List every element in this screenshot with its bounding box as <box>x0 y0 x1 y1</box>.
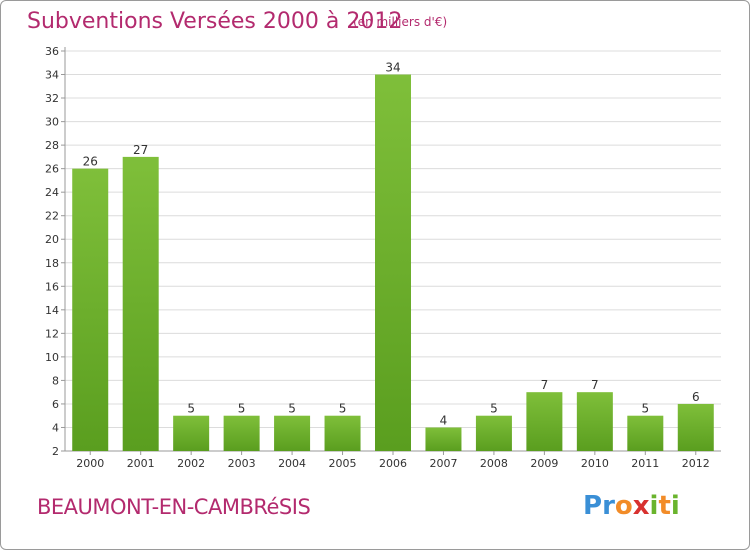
y-tick-label: 24 <box>45 186 59 199</box>
y-tick-label: 32 <box>45 92 59 105</box>
y-tick-label: 10 <box>45 351 59 364</box>
bar <box>72 168 109 451</box>
x-tick-label: 2009 <box>530 457 558 470</box>
x-tick-label: 2007 <box>429 457 457 470</box>
y-tick-label: 20 <box>45 233 59 246</box>
commune-name: BEAUMONT-EN-CAMBRéSIS <box>37 495 311 519</box>
y-tick-label: 12 <box>45 327 59 340</box>
y-tick-label: 30 <box>45 116 59 129</box>
data-label: 4 <box>440 413 448 427</box>
proxiti-logo[interactable]: Proxiti <box>583 491 680 521</box>
y-tick-label: 16 <box>45 280 59 293</box>
data-label: 5 <box>187 402 195 416</box>
logo-letter: r <box>602 491 615 521</box>
bar <box>576 392 613 451</box>
logo-letter: i <box>649 491 659 521</box>
data-label: 5 <box>641 402 649 416</box>
data-label: 5 <box>339 402 347 416</box>
y-tick-label: 4 <box>52 421 59 434</box>
data-label: 7 <box>541 378 549 392</box>
x-tick-label: 2004 <box>278 457 306 470</box>
chart-title: Subventions Versées 2000 à 2012 <box>27 9 403 34</box>
data-label: 5 <box>238 402 246 416</box>
x-tick-label: 2011 <box>631 457 659 470</box>
logo-letter: i <box>670 491 680 521</box>
data-label: 7 <box>591 378 599 392</box>
bar <box>173 415 210 451</box>
x-tick-label: 2008 <box>480 457 508 470</box>
data-label: 26 <box>83 155 98 169</box>
y-tick-label: 6 <box>52 398 59 411</box>
x-tick-label: 2006 <box>379 457 407 470</box>
data-label: 34 <box>385 61 400 75</box>
data-label: 27 <box>133 143 148 157</box>
logo-letter: x <box>632 491 650 521</box>
x-tick-label: 2003 <box>228 457 256 470</box>
bar <box>475 415 512 451</box>
data-label: 5 <box>288 402 296 416</box>
bar <box>324 415 361 451</box>
x-tick-label: 2002 <box>177 457 205 470</box>
x-tick-label: 2001 <box>127 457 155 470</box>
y-tick-label: 22 <box>45 210 59 223</box>
x-tick-label: 2005 <box>329 457 357 470</box>
logo-letter: t <box>658 491 671 521</box>
y-tick-label: 36 <box>45 45 59 58</box>
y-tick-label: 8 <box>52 374 59 387</box>
bar <box>627 415 664 451</box>
y-tick-label: 34 <box>45 69 59 82</box>
bar <box>425 427 462 451</box>
data-label: 5 <box>490 402 498 416</box>
x-tick-label: 2010 <box>581 457 609 470</box>
x-tick-label: 2000 <box>76 457 104 470</box>
y-tick-label: 18 <box>45 257 59 270</box>
data-label: 6 <box>692 390 700 404</box>
y-tick-label: 26 <box>45 163 59 176</box>
y-tick-label: 14 <box>45 304 59 317</box>
bar <box>274 415 311 451</box>
bar <box>223 415 260 451</box>
y-tick-label: 2 <box>52 445 59 458</box>
unit-note: (en milliers d'€) <box>353 15 448 29</box>
logo-letter: P <box>583 491 603 521</box>
bar <box>677 403 714 451</box>
x-tick-label: 2012 <box>682 457 710 470</box>
bar <box>122 156 159 451</box>
bar <box>375 74 411 451</box>
bar <box>526 392 563 451</box>
logo-letter: o <box>614 491 633 521</box>
y-tick-label: 28 <box>45 139 59 152</box>
